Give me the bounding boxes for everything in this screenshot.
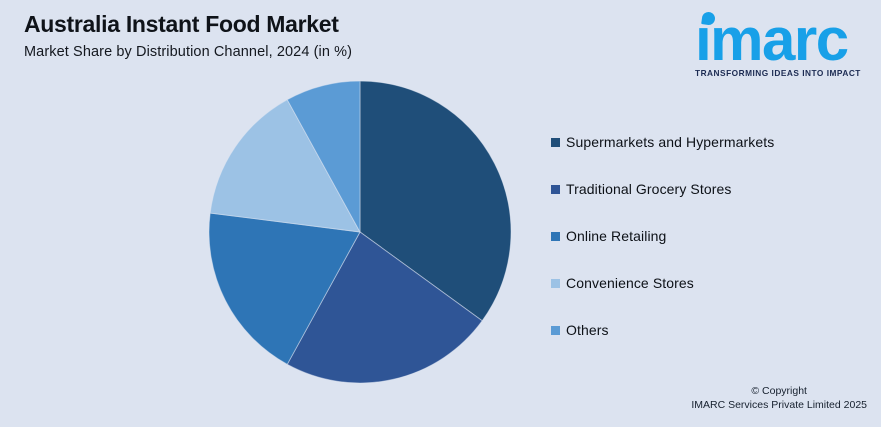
pie-chart <box>208 80 512 384</box>
legend: Supermarkets and Hypermarkets Traditional… <box>551 134 774 369</box>
legend-item-2: Online Retailing <box>551 228 774 244</box>
legend-swatch-icon <box>551 278 560 288</box>
legend-label: Supermarkets and Hypermarkets <box>566 134 775 150</box>
legend-item-0: Supermarkets and Hypermarkets <box>551 134 774 150</box>
legend-swatch-icon <box>551 231 560 241</box>
legend-label: Traditional Grocery Stores <box>566 181 732 197</box>
legend-item-1: Traditional Grocery Stores <box>551 181 774 197</box>
header: Australia Instant Food Market Market Sha… <box>24 11 352 60</box>
legend-item-4: Others <box>551 322 774 338</box>
legend-swatch-icon <box>551 325 560 335</box>
page-title: Australia Instant Food Market <box>24 11 339 37</box>
legend-item-3: Convenience Stores <box>551 275 774 291</box>
legend-label: Online Retailing <box>566 228 667 244</box>
legend-swatch-icon <box>551 184 560 194</box>
pie-slice-3 <box>209 99 361 233</box>
copyright-line2: IMARC Services Private Limited 2025 <box>691 399 867 412</box>
imarc-logo: ımarc TRANSFORMING IDEAS INTO IMPACT <box>695 6 867 79</box>
logo-tagline: TRANSFORMING IDEAS INTO IMPACT <box>695 68 861 78</box>
pie-slice-0 <box>359 80 512 322</box>
pie-slice-1 <box>286 231 483 384</box>
page-subtitle: Market Share by Distribution Channel, 20… <box>24 43 353 60</box>
logo-wordmark: ımarc <box>695 6 849 73</box>
copyright-notice: © Copyright IMARC Services Private Limit… <box>691 384 867 413</box>
legend-swatch-icon <box>551 137 560 147</box>
copyright-line1: © Copyright <box>751 384 807 397</box>
pie-slice-4 <box>286 80 361 233</box>
legend-label: Convenience Stores <box>566 275 694 291</box>
pie-chart-container <box>208 80 512 384</box>
pie-slice-2 <box>208 212 361 365</box>
legend-label: Others <box>566 322 609 338</box>
